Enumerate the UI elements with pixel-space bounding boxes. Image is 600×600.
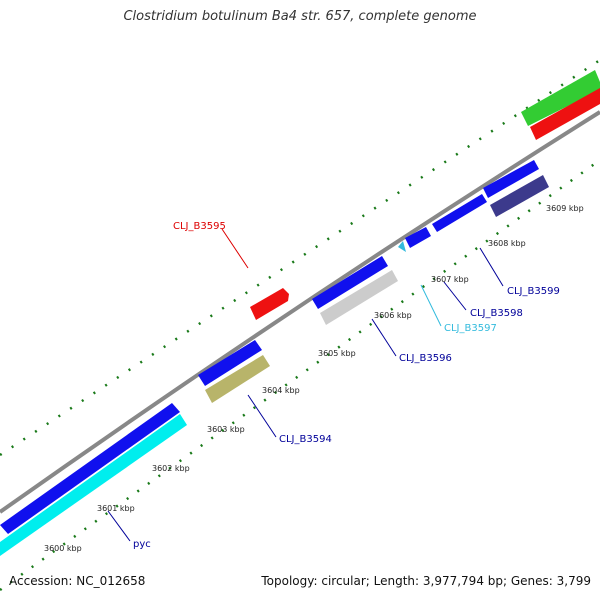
gene-clj-b3598-forward — [405, 227, 431, 248]
leader-clj-b3598 — [443, 281, 467, 311]
gene-navy-reverse — [490, 175, 549, 217]
rna-red-upper — [530, 88, 600, 140]
gene-label-clj-b3598[interactable]: CLJ_B3598 — [470, 308, 523, 319]
leader-clj-b3594 — [247, 394, 277, 438]
kbp-labels: 3600 kbp 3601 kbp 3602 kbp 3603 kbp 3604… — [44, 204, 584, 553]
leader-clj-b3596 — [371, 318, 397, 357]
kbp-label: 3607 kbp — [431, 275, 469, 284]
inner-tick-row — [0, 158, 600, 592]
gene-labels: CLJ_B3595 CLJ_B3599 CLJ_B3598 CLJ_B3597 … — [133, 221, 560, 550]
leader-lines — [107, 228, 504, 542]
outer-tick-row — [0, 58, 600, 457]
gene-clj-b3599-forward — [432, 194, 487, 232]
kbp-label: 3603 kbp — [207, 425, 245, 434]
gene-label-clj-b3595[interactable]: CLJ_B3595 — [173, 221, 226, 232]
rna-green — [521, 70, 600, 126]
small-cyan-marker — [398, 241, 406, 252]
gene-gray-reverse — [320, 270, 398, 325]
gene-label-clj-b3594[interactable]: CLJ_B3594 — [279, 434, 332, 445]
gene-clj-b3594-forward — [198, 340, 262, 386]
kbp-label: 3600 kbp — [44, 544, 82, 553]
kbp-label: 3602 kbp — [152, 464, 190, 473]
tick-rows — [0, 58, 600, 592]
kbp-label: 3609 kbp — [546, 204, 584, 213]
kbp-label: 3605 kbp — [318, 349, 356, 358]
gene-label-clj-b3597[interactable]: CLJ_B3597 — [444, 323, 497, 334]
gene-label-pyc[interactable]: pyc — [133, 539, 151, 550]
leader-pyc — [107, 510, 131, 542]
kbp-label: 3606 kbp — [374, 311, 412, 320]
gene-cyan-reverse — [0, 414, 187, 556]
leader-clj-b3599 — [479, 247, 504, 287]
map-title: Clostridium botulinum Ba4 str. 657, comp… — [123, 9, 477, 24]
kbp-label: 3608 kbp — [488, 239, 526, 248]
gene-clj-b3596-forward — [312, 256, 388, 309]
gene-olive-reverse — [205, 355, 270, 403]
gene-label-clj-b3599[interactable]: CLJ_B3599 — [507, 286, 560, 297]
accession-text: Accession: NC_012658 — [9, 574, 146, 588]
genome-backbone — [0, 110, 600, 514]
kbp-label: 3604 kbp — [262, 386, 300, 395]
gene-pyc-forward — [0, 403, 180, 534]
gene-label-clj-b3596[interactable]: CLJ_B3596 — [399, 353, 452, 364]
rna-red-b3595 — [250, 288, 289, 320]
leader-clj-b3597 — [420, 284, 442, 327]
forward-genes — [0, 70, 600, 534]
kbp-label: 3601 kbp — [97, 504, 135, 513]
leader-clj-b3595 — [221, 228, 249, 269]
reverse-genes — [0, 175, 549, 556]
topology-summary: Topology: circular; Length: 3,977,794 bp… — [261, 574, 591, 588]
gene-forward-end — [483, 160, 539, 198]
